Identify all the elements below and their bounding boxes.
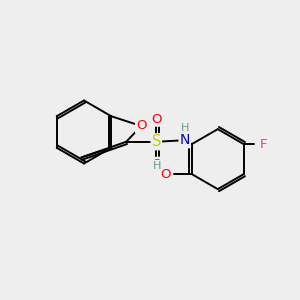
Text: O: O (151, 113, 161, 126)
Text: H: H (153, 161, 161, 171)
Text: H: H (181, 123, 190, 133)
Text: O: O (136, 119, 146, 133)
Text: O: O (160, 168, 171, 181)
Text: F: F (260, 138, 267, 151)
Text: S: S (152, 134, 161, 149)
Text: O: O (151, 158, 161, 171)
Text: N: N (180, 133, 190, 147)
